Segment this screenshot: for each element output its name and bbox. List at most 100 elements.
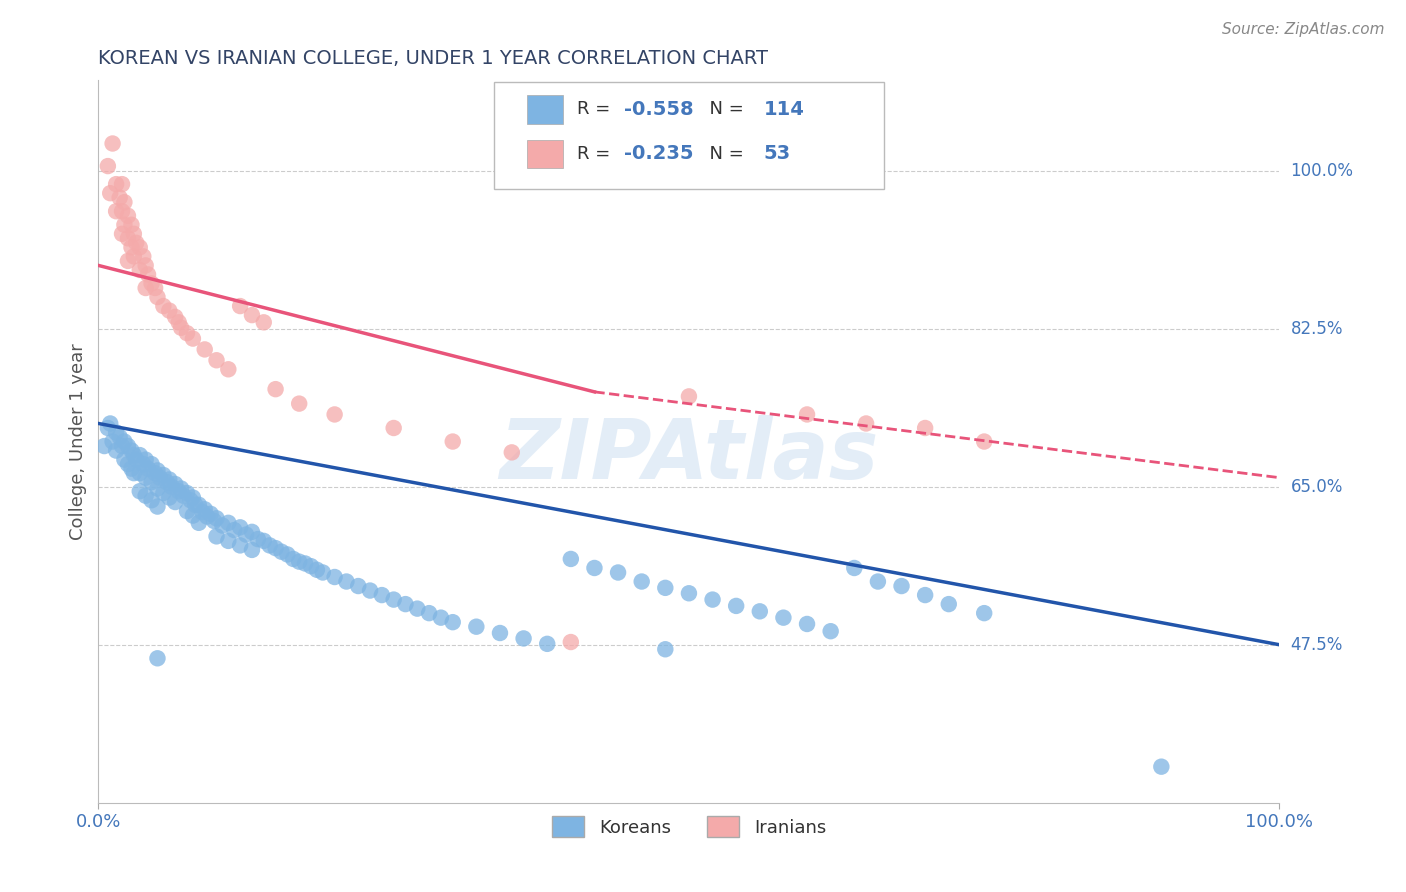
Point [441, 434, 464, 449]
Point [172, 489, 194, 503]
Point [288, 555, 311, 569]
Point [143, 281, 166, 295]
Y-axis label: College, Under 1 year: College, Under 1 year [69, 343, 87, 540]
Point [855, 417, 877, 431]
Text: -0.558: -0.558 [624, 100, 693, 119]
Point [347, 579, 370, 593]
Point [973, 606, 995, 620]
Text: -0.235: -0.235 [624, 145, 693, 163]
Point [181, 491, 204, 505]
Point [101, 434, 124, 449]
Point [111, 177, 134, 191]
Point [191, 505, 214, 519]
Point [176, 326, 198, 341]
Point [371, 588, 394, 602]
Point [217, 533, 239, 548]
Point [240, 542, 263, 557]
Point [229, 520, 252, 534]
Legend: Koreans, Iranians: Koreans, Iranians [544, 809, 834, 845]
Point [229, 299, 252, 313]
Point [418, 606, 440, 620]
Point [122, 249, 145, 263]
Point [560, 552, 582, 566]
Point [259, 538, 281, 552]
Point [97, 159, 120, 173]
Point [117, 439, 139, 453]
Point [121, 240, 143, 254]
Text: N =: N = [699, 145, 749, 163]
Point [105, 425, 128, 440]
Point [105, 204, 128, 219]
Point [200, 507, 222, 521]
Point [205, 529, 228, 543]
Point [187, 516, 209, 530]
Point [312, 566, 335, 580]
Point [146, 290, 169, 304]
Point [299, 559, 322, 574]
Point [205, 511, 228, 525]
Point [101, 136, 124, 151]
Point [128, 240, 150, 254]
Point [121, 443, 143, 458]
Point [820, 624, 842, 639]
Point [211, 518, 233, 533]
Point [146, 651, 169, 665]
Point [224, 523, 246, 537]
Point [122, 466, 145, 480]
Point [654, 581, 676, 595]
Point [121, 218, 143, 232]
Point [202, 514, 225, 528]
Point [678, 586, 700, 600]
Point [235, 527, 257, 541]
Point [117, 231, 139, 245]
Point [914, 421, 936, 435]
Point [489, 626, 512, 640]
Point [194, 502, 217, 516]
Point [430, 610, 453, 624]
Point [678, 389, 700, 403]
Point [128, 466, 150, 480]
Text: N =: N = [699, 100, 749, 118]
Point [121, 461, 143, 475]
Point [135, 259, 157, 273]
Point [122, 448, 145, 462]
Point [512, 632, 534, 646]
Point [323, 570, 346, 584]
Point [117, 209, 139, 223]
Point [93, 439, 115, 453]
Point [170, 482, 193, 496]
Point [796, 617, 818, 632]
Point [1150, 760, 1173, 774]
Point [253, 533, 276, 548]
Point [135, 281, 157, 295]
Point [607, 566, 630, 580]
Point [136, 461, 159, 475]
FancyBboxPatch shape [494, 82, 884, 189]
Point [170, 320, 193, 334]
Point [149, 471, 172, 485]
Point [914, 588, 936, 602]
Point [157, 303, 180, 318]
Point [152, 486, 174, 500]
Point [176, 504, 198, 518]
Point [335, 574, 357, 589]
Point [294, 557, 316, 571]
Point [141, 475, 163, 490]
Point [117, 253, 139, 268]
Point [135, 452, 157, 467]
Point [112, 195, 135, 210]
Point [98, 186, 121, 201]
Point [253, 315, 276, 329]
Point [98, 417, 121, 431]
Point [125, 235, 148, 250]
Point [406, 601, 429, 615]
Point [288, 396, 311, 410]
Point [111, 439, 134, 453]
Point [157, 473, 180, 487]
Point [128, 263, 150, 277]
Text: 100.0%: 100.0% [1291, 161, 1354, 179]
Point [181, 332, 204, 346]
Point [125, 452, 148, 467]
Point [702, 592, 724, 607]
Point [136, 268, 159, 282]
